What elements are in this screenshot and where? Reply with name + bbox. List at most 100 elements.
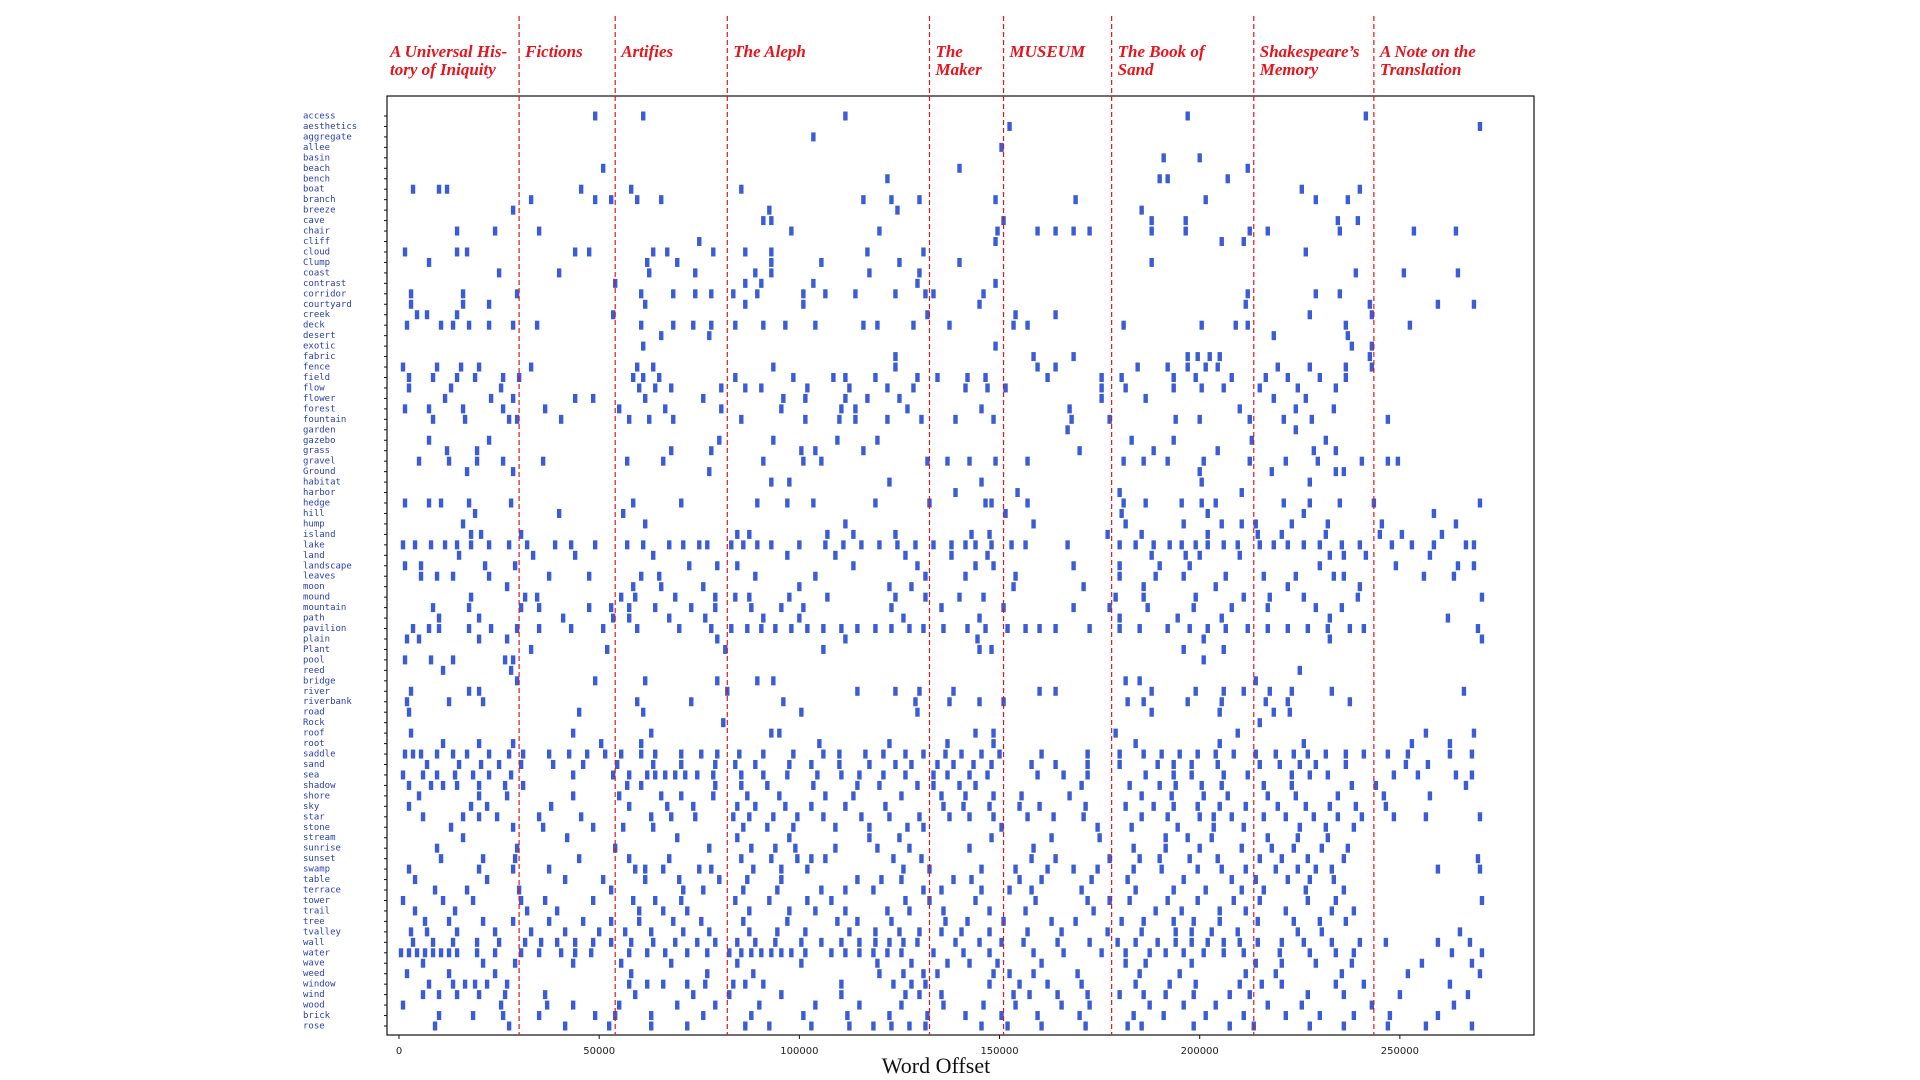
occurrence [951,686,956,696]
occurrence [1303,801,1309,811]
occurrence [1193,686,1198,696]
occurrence [1205,508,1210,518]
occurrence [476,686,482,696]
occurrence [1397,990,1403,1000]
occurrence [711,791,716,801]
occurrence [945,958,950,968]
occurrence [715,749,720,759]
occurrence [673,592,678,602]
occurrence [440,665,446,675]
occurrence [785,916,790,926]
occurrence [1341,885,1347,895]
occurrence [681,927,686,937]
occurrence [1187,624,1192,634]
occurrence [1007,885,1012,895]
occurrence [753,268,758,278]
word-label: brick [303,1011,331,1021]
occurrence [1171,770,1176,780]
occurrence [468,801,474,811]
occurrence [761,770,766,780]
occurrence [462,414,468,424]
word-label: terrace [303,886,341,896]
occurrence [1239,519,1244,529]
word-label: fabric [303,352,336,362]
occurrence [592,540,598,550]
occurrence [737,749,742,759]
occurrence [1107,414,1112,424]
occurrence [1237,979,1242,989]
occurrence [867,822,872,832]
occurrence [871,885,876,895]
occurrence [1145,603,1150,613]
occurrence [679,791,684,801]
occurrence [434,749,440,759]
occurrence [767,1021,772,1031]
occurrence [1293,425,1298,435]
occurrence [1419,958,1425,968]
occurrence [536,226,542,236]
occurrence [1053,310,1058,320]
occurrence [1319,843,1325,853]
occurrence [739,780,744,790]
occurrence [979,864,984,874]
occurrence [1329,937,1335,947]
word-label: river [303,687,331,697]
occurrence [1257,383,1262,393]
occurrence [510,822,516,832]
occurrence [877,226,882,236]
occurrence [406,383,412,393]
x-axis-label: Word Offset [882,1053,990,1078]
occurrence [843,519,848,529]
occurrence [1139,927,1144,937]
occurrence [1333,446,1339,456]
occurrence [406,801,412,811]
occurrence [1049,833,1054,843]
occurrence [1277,948,1282,958]
occurrence [1313,958,1319,968]
occurrence [1117,749,1122,759]
occurrence [1071,561,1076,571]
occurrence [941,624,946,634]
occurrence [414,310,420,320]
occurrence [592,676,598,686]
occurrence [1039,1021,1044,1031]
occurrence [957,780,962,790]
occurrence [1065,425,1070,435]
occurrence [1271,393,1276,403]
occurrence [466,603,472,613]
occurrence [524,906,530,916]
occurrence [1149,216,1154,226]
occurrence [1171,372,1176,382]
occurrence [1117,571,1122,581]
occurrence [1279,854,1284,864]
occurrence [921,247,926,257]
occurrence [821,624,826,634]
word-label: hump [303,519,325,529]
occurrence [987,948,992,958]
occurrence [1205,529,1210,539]
occurrence [657,571,662,581]
occurrence [510,916,516,926]
occurrence [755,676,760,686]
occurrence [1271,540,1276,550]
occurrence [1317,540,1323,550]
occurrence [1253,676,1258,686]
occurrence [430,372,436,382]
occurrence [420,770,426,780]
occurrence [546,916,552,926]
occurrence [1205,540,1210,550]
occurrence [436,184,442,194]
occurrence [947,697,952,707]
occurrence [805,864,810,874]
occurrence [717,435,722,445]
occurrence [701,885,706,895]
occurrence [476,864,482,874]
occurrence [899,1000,904,1010]
occurrence [570,770,576,780]
occurrence [1243,801,1248,811]
word-label: allee [303,143,330,153]
occurrence [514,289,520,299]
occurrence [1335,812,1341,822]
occurrence [1349,780,1355,790]
occurrence [518,948,524,958]
